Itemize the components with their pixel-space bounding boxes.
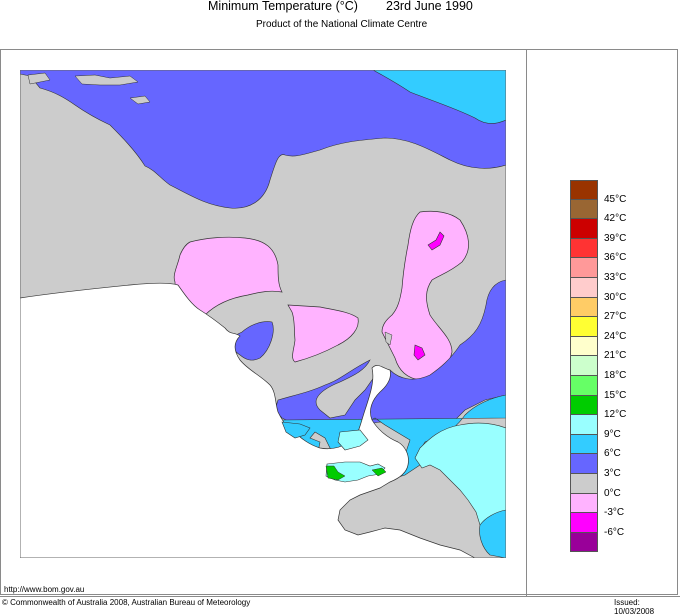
- zone-6-9-southeast-bottom: [479, 509, 506, 558]
- map-title: Minimum Temperature (°C): [208, 0, 358, 13]
- legend-swatch: [570, 238, 598, 259]
- legend-label: 39°C: [604, 232, 627, 244]
- legend-swatch: [570, 277, 598, 298]
- zone-12-15-island-east: [371, 467, 387, 477]
- legend-label: -6°C: [604, 526, 625, 538]
- temperature-map: [20, 70, 506, 558]
- legend-divider: [526, 49, 527, 596]
- legend-swatch: [570, 434, 598, 455]
- legend-label: 45°C: [604, 193, 627, 205]
- map-frame: [0, 49, 678, 595]
- legend-label: -3°C: [604, 507, 625, 519]
- map-date: 23rd June 1990: [386, 0, 473, 13]
- source-url: http://www.bom.gov.au: [4, 585, 85, 594]
- peninsula-yorke: [337, 429, 369, 451]
- legend-label: 21°C: [604, 350, 627, 362]
- legend-label: 24°C: [604, 330, 627, 342]
- legend-swatch: [570, 454, 598, 474]
- legend-label: 33°C: [604, 272, 627, 283]
- legend-label: 36°C: [604, 252, 627, 264]
- legend-label: 0°C: [604, 487, 621, 499]
- legend-swatch: [570, 532, 598, 553]
- legend-swatch: [570, 356, 598, 376]
- legend-label: 12°C: [604, 409, 627, 421]
- map-subtitle: Product of the National Climate Centre: [256, 19, 428, 30]
- legend-swatch: [570, 180, 598, 200]
- legend-swatch: [570, 493, 598, 514]
- zone-3-6-north: [20, 70, 506, 209]
- legend-label: 18°C: [604, 370, 627, 381]
- footer-divider: [0, 596, 680, 597]
- zone-minus3-0-central: [287, 304, 359, 363]
- legend-swatch: [570, 258, 598, 278]
- ocean: [20, 282, 476, 558]
- zone-12-15-island-west: [325, 465, 346, 481]
- legend-swatch: [570, 473, 598, 494]
- peninsula-eyre-tip: [281, 421, 311, 439]
- legend-swatch: [570, 415, 598, 435]
- zone-minus6-minus3-north: [427, 231, 445, 251]
- land-gulf-peninsula: [384, 331, 393, 346]
- header: Minimum Temperature (°C) 23rd June 1990 …: [0, 0, 680, 30]
- legend-swatch: [570, 336, 598, 357]
- legend-label: 3°C: [604, 468, 621, 479]
- zone-3-6-southeast: [274, 279, 506, 433]
- legend-swatch: [570, 219, 598, 239]
- legend-swatch: [570, 199, 598, 220]
- temperature-legend: 45°C 42°C 39°C 36°C 33°C 30°C 27°C 24°C …: [570, 180, 626, 553]
- legend-label: 6°C: [604, 448, 621, 460]
- legend-swatch: [570, 317, 598, 337]
- legend-swatch: [570, 375, 598, 396]
- legend-swatch: [570, 297, 598, 318]
- legend-swatch: [570, 395, 598, 416]
- legend-label: 9°C: [604, 428, 621, 440]
- zone-6-9-northeast: [372, 70, 506, 124]
- legend-swatch: [570, 513, 598, 533]
- zone-minus3-0-west: [173, 236, 283, 320]
- legend-label: 42°C: [604, 213, 627, 225]
- legend-label: 27°C: [604, 311, 627, 323]
- legend-label: 30°C: [604, 291, 627, 303]
- copyright-text: © Commonwealth of Australia 2008, Austra…: [2, 598, 251, 607]
- legend-label: 15°C: [604, 389, 627, 401]
- issued-date: Issued: 10/03/2008: [614, 598, 655, 616]
- zone-minus6-minus3-south: [413, 344, 426, 361]
